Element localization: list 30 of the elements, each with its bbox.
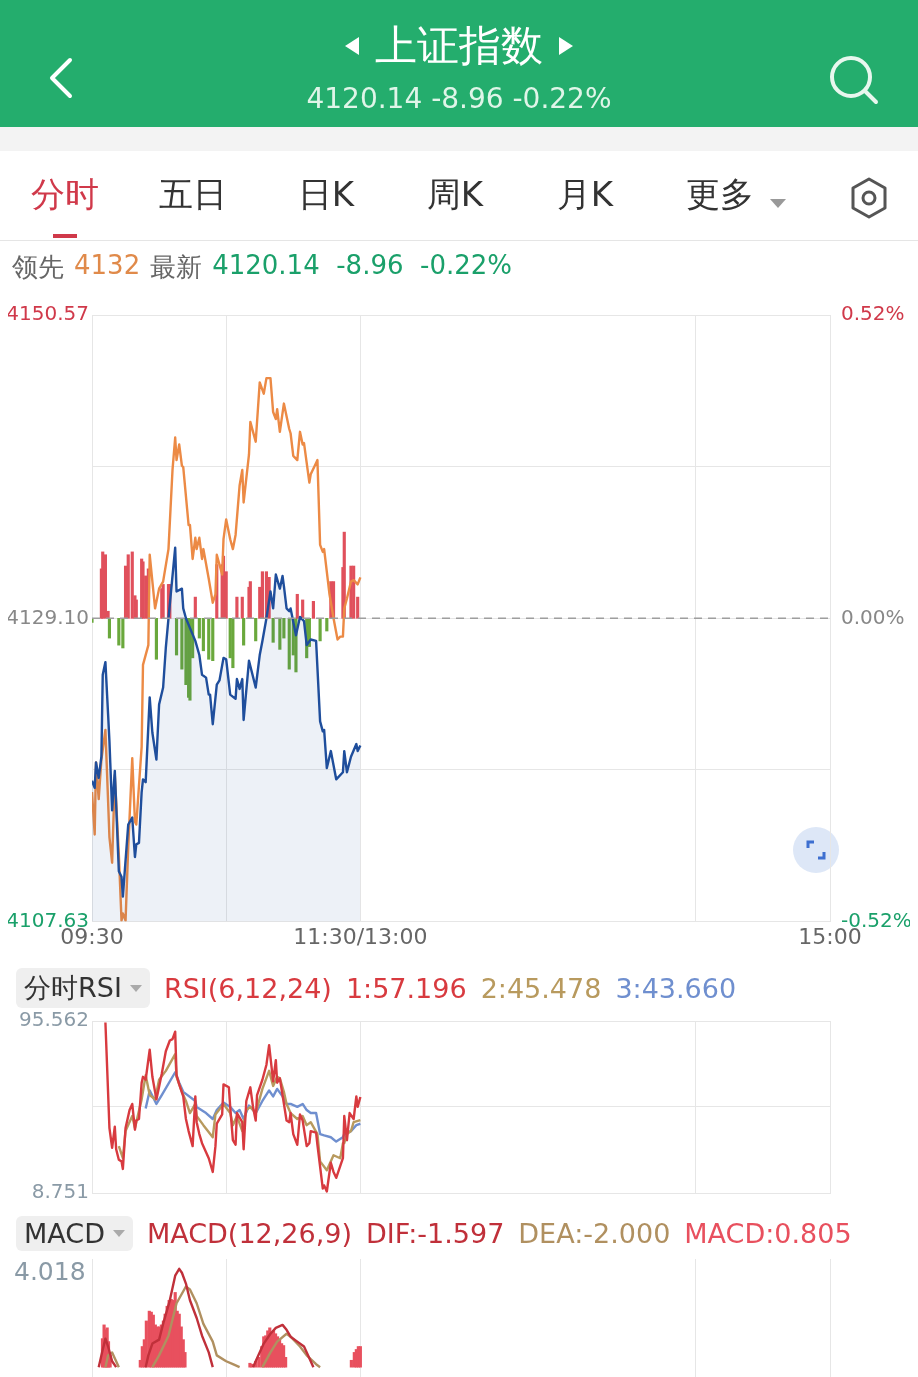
text: 月K: [555, 173, 615, 216]
y-tick-label: 8.751: [31, 1179, 89, 1204]
text: DEA:-2.000: [518, 1218, 671, 1249]
x-tick-label: 11:30/13:00: [293, 923, 428, 949]
text: 更多: [685, 173, 755, 216]
text: DIF:-1.597: [366, 1218, 505, 1249]
text: 最新: [150, 251, 203, 284]
text: 周K: [425, 173, 485, 216]
text: 1:57.196: [345, 972, 467, 1004]
text: MACD:0.805: [684, 1218, 852, 1249]
y2-tick-label: 0.00%: [841, 604, 905, 629]
text: 领先: [12, 251, 64, 284]
y-tick-label: 4150.57: [6, 301, 89, 326]
y-tick-label: 95.562: [19, 1007, 89, 1032]
text: 3:43.660: [615, 972, 737, 1004]
chart-title: MACD: [24, 1218, 105, 1249]
text: 4.018: [14, 1257, 86, 1286]
y2-tick-label: 0.52%: [841, 301, 905, 326]
text: 五日: [158, 173, 228, 216]
text: 分时: [30, 173, 100, 216]
chart-subtitle: 4120.14 -8.96 -0.22%: [305, 82, 613, 115]
y-tick-label: 4129.10: [6, 604, 89, 629]
text: 日K: [296, 173, 356, 216]
text: 2:45.478: [480, 972, 602, 1004]
legend-title: RSI(6,12,24): [163, 972, 332, 1004]
chart-title: 上证指数: [375, 20, 543, 72]
chart-title: 分时RSI: [24, 971, 122, 1005]
text: 4132: [74, 250, 141, 282]
legend-title: MACD(12,26,9): [146, 1218, 352, 1249]
text: 4120.14 -8.96 -0.22%: [212, 250, 512, 282]
